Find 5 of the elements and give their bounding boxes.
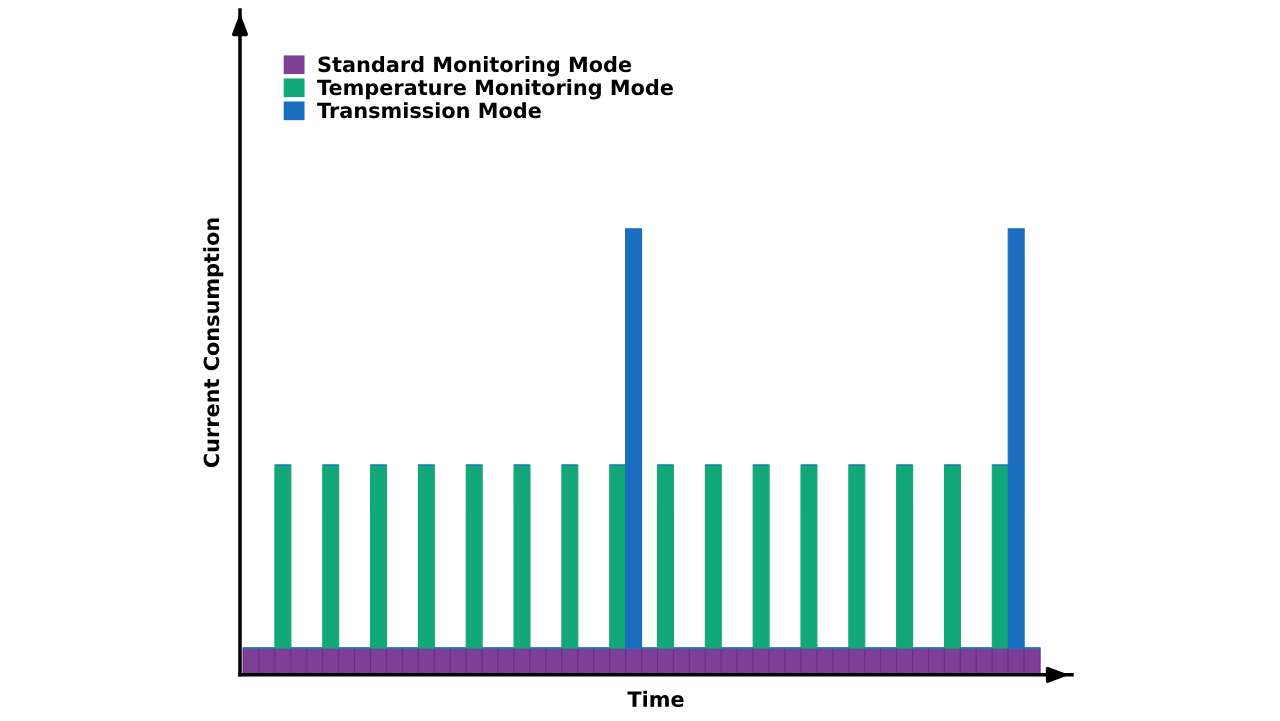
y-axis-title: Current Consumption [203,218,224,468]
legend-label: Transmission Mode [317,102,541,119]
x-axis-title: Time [627,690,684,707]
legend-label: Temperature Monitoring Mode [317,79,673,100]
legend-label: Standard Monitoring Mode [318,56,632,77]
